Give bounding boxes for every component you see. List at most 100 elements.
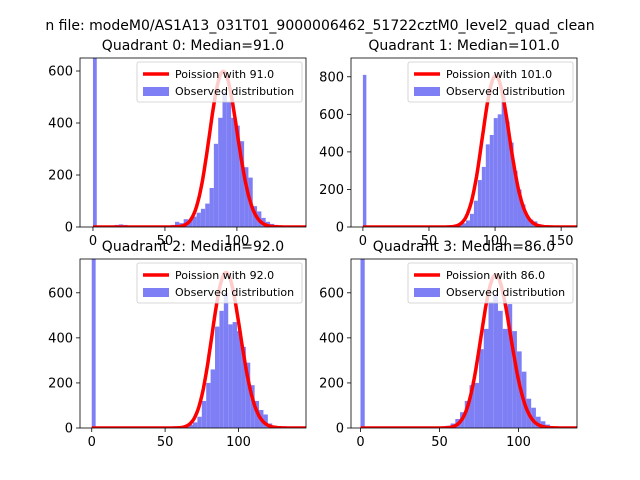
x-tick-label: 100	[483, 234, 508, 249]
histogram-bar	[222, 91, 227, 227]
histogram-bar	[464, 400, 470, 428]
histogram-bar	[525, 215, 530, 227]
histogram-bar	[473, 200, 478, 227]
x-tick-label: 50	[157, 435, 174, 450]
histogram-bar	[521, 204, 526, 227]
histogram-bar	[91, 259, 96, 428]
x-tick-label: 50	[431, 435, 448, 450]
panel-title: Quadrant 2: Median=92.0	[102, 239, 284, 255]
x-tick-label: 0	[356, 435, 364, 450]
y-tick-label: 600	[48, 286, 73, 301]
panel-title: Quadrant 0: Median=91.0	[102, 38, 284, 54]
y-tick-label: 600	[319, 108, 344, 123]
histogram-bar	[235, 125, 240, 227]
y-tick-label: 0	[65, 422, 73, 437]
histogram-bar	[187, 219, 193, 227]
y-tick-label: 0	[336, 221, 344, 236]
histogram-bar	[531, 407, 536, 428]
subplot-quadrant-2: 0 50 100 0 200 400 600 Quadrant 2: Median=92.0 P…	[48, 239, 307, 450]
x-tick-label: 0	[89, 234, 97, 249]
axes-frame	[350, 258, 578, 429]
histogram-bar	[206, 382, 211, 428]
legend: Poission with 101.0 Observed distribution	[407, 61, 574, 103]
y-tick-label: 800	[319, 70, 344, 85]
histogram-bar	[215, 326, 220, 428]
y-tick-label: 200	[48, 169, 73, 184]
histogram-bar	[175, 221, 180, 227]
histogram-bar	[237, 331, 242, 428]
poisson-curve	[91, 270, 306, 428]
axes-frame	[79, 258, 307, 429]
histogram-bar	[469, 385, 475, 428]
histogram-bar	[241, 346, 246, 428]
panel-title: Quadrant 3: Median=86.0	[373, 239, 555, 255]
histogram-bar	[540, 421, 546, 428]
histogram-bar	[218, 117, 223, 227]
subplot-quadrant-3: 0 50 100 0 200 400 600 Quadrant 3: Median=86.0 P…	[319, 239, 578, 450]
legend: Poission with 91.0 Observed distribution	[136, 61, 303, 103]
legend-observed-swatch	[414, 288, 440, 297]
x-tick-label: 0	[359, 234, 367, 249]
y-tick-label: 200	[319, 376, 344, 391]
histogram-bar	[517, 189, 522, 227]
legend-poisson-label: Poission with 86.0	[446, 269, 545, 282]
histogram-bar	[201, 400, 207, 428]
poisson-curve	[92, 69, 306, 227]
histogram-bar	[250, 385, 255, 428]
y-tick-label: 0	[336, 422, 344, 437]
histogram-bar	[92, 58, 97, 227]
x-tick-label: 50	[421, 234, 438, 249]
y-tick-label: 400	[319, 331, 344, 346]
histogram-bar	[263, 414, 268, 428]
histogram-bar	[360, 259, 365, 428]
legend-observed-label: Observed distribution	[175, 286, 294, 299]
legend: Poission with 86.0 Observed distribution	[407, 262, 574, 304]
histogram-bar	[200, 208, 206, 227]
plot-area	[91, 259, 306, 428]
axes-frame	[79, 57, 307, 228]
y-tick-label: 400	[48, 331, 73, 346]
y-tick-label: 200	[48, 376, 73, 391]
histogram-bar	[226, 102, 232, 227]
histogram-bar	[219, 310, 224, 428]
histogram-bar	[192, 216, 197, 227]
histogram-bar	[231, 117, 236, 227]
x-tick-label: 100	[224, 234, 249, 249]
legend-observed-label: Observed distribution	[446, 286, 565, 299]
histogram-bar	[232, 322, 238, 428]
legend-poisson-label: Poission with 91.0	[175, 68, 274, 81]
panel-title: Quadrant 1: Median=101.0	[368, 38, 559, 54]
legend-observed-swatch	[414, 87, 440, 96]
histogram-bar	[477, 180, 482, 227]
histogram-bar	[465, 220, 470, 227]
histogram-bar	[469, 213, 474, 227]
histogram-bar	[228, 324, 233, 428]
histogram-bar	[485, 144, 490, 227]
legend-poisson-label: Poission with 101.0	[446, 68, 552, 81]
histogram-bar	[479, 349, 484, 428]
histogram-bar	[197, 416, 202, 428]
subplot-quadrant-0: 0 50 100 0 200 400 600 Quadrant 0: Median=91.0 P…	[48, 38, 307, 249]
y-tick-label: 200	[319, 183, 344, 198]
plot-area	[362, 74, 577, 227]
histogram-bar	[213, 143, 219, 227]
histogram-bar	[535, 416, 541, 428]
figure-suptitle: n file: modeM0/AS1A13_031T01_9000006462_…	[45, 18, 594, 34]
y-tick-label: 0	[65, 221, 73, 236]
y-tick-label: 400	[48, 117, 73, 132]
poisson-curve	[360, 273, 577, 428]
axes-frame	[350, 57, 578, 228]
x-tick-label: 150	[549, 234, 574, 249]
histogram-bar	[489, 134, 494, 227]
histogram-bar	[493, 295, 498, 428]
histogram-bar	[209, 188, 214, 227]
histogram-bar	[509, 142, 514, 227]
legend-observed-swatch	[143, 288, 169, 297]
y-tick-label: 600	[48, 65, 73, 80]
legend-box	[407, 61, 574, 103]
x-tick-label: 100	[226, 435, 251, 450]
subplot-quadrant-1: 0 50 100 150 0 200 400 600 800 Quadrant 1: Median…	[319, 38, 578, 249]
poisson-curve	[362, 74, 577, 227]
histogram-bar	[502, 328, 508, 428]
